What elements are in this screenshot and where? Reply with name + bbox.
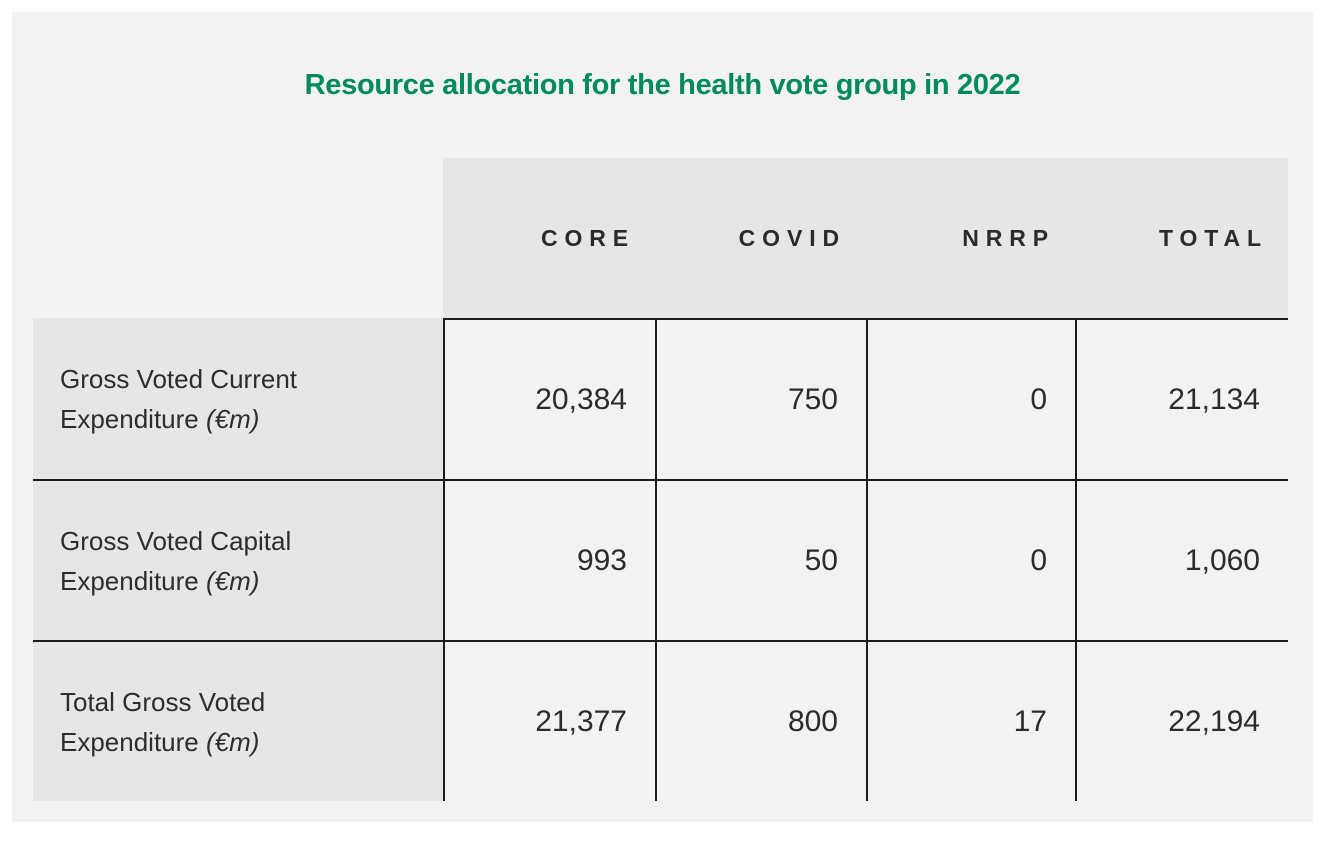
column-header-covid: COVID	[655, 158, 866, 318]
figure-title: Resource allocation for the health vote …	[304, 69, 1021, 101]
row-label-text: Total Gross Voted Expenditure (€m)	[60, 686, 266, 757]
row-label-capital-expenditure: Gross Voted Capital Expenditure (€m)	[33, 479, 443, 640]
corner-spacer-cell	[33, 158, 443, 318]
cell-current-covid: 750	[655, 318, 866, 479]
row-label-unit: (€m)	[206, 565, 260, 596]
figure-panel: Resource allocation for the health vote …	[12, 12, 1313, 822]
cell-current-total: 21,134	[1075, 318, 1288, 479]
cell-total-total: 22,194	[1075, 640, 1288, 801]
row-label-current-expenditure: Gross Voted Current Expenditure (€m)	[33, 318, 443, 479]
cell-capital-core: 993	[443, 479, 655, 640]
row-label-text: Gross Voted Capital Expenditure (€m)	[60, 525, 292, 596]
column-header-nrrp: NRRP	[866, 158, 1075, 318]
cell-total-nrrp: 17	[866, 640, 1075, 801]
column-header-total: TOTAL	[1075, 158, 1288, 318]
cell-current-nrrp: 0	[866, 318, 1075, 479]
cell-capital-nrrp: 0	[866, 479, 1075, 640]
cell-total-covid: 800	[655, 640, 866, 801]
row-label-unit: (€m)	[206, 726, 260, 757]
row-label-unit: (€m)	[206, 403, 260, 434]
allocation-table: CORE COVID NRRP TOTAL Gross Voted Curren…	[33, 158, 1288, 801]
row-label-text: Gross Voted Current Expenditure (€m)	[60, 363, 297, 434]
row-label-total-expenditure: Total Gross Voted Expenditure (€m)	[33, 640, 443, 801]
cell-capital-total: 1,060	[1075, 479, 1288, 640]
cell-capital-covid: 50	[655, 479, 866, 640]
cell-total-core: 21,377	[443, 640, 655, 801]
column-header-core: CORE	[443, 158, 655, 318]
cell-current-core: 20,384	[443, 318, 655, 479]
